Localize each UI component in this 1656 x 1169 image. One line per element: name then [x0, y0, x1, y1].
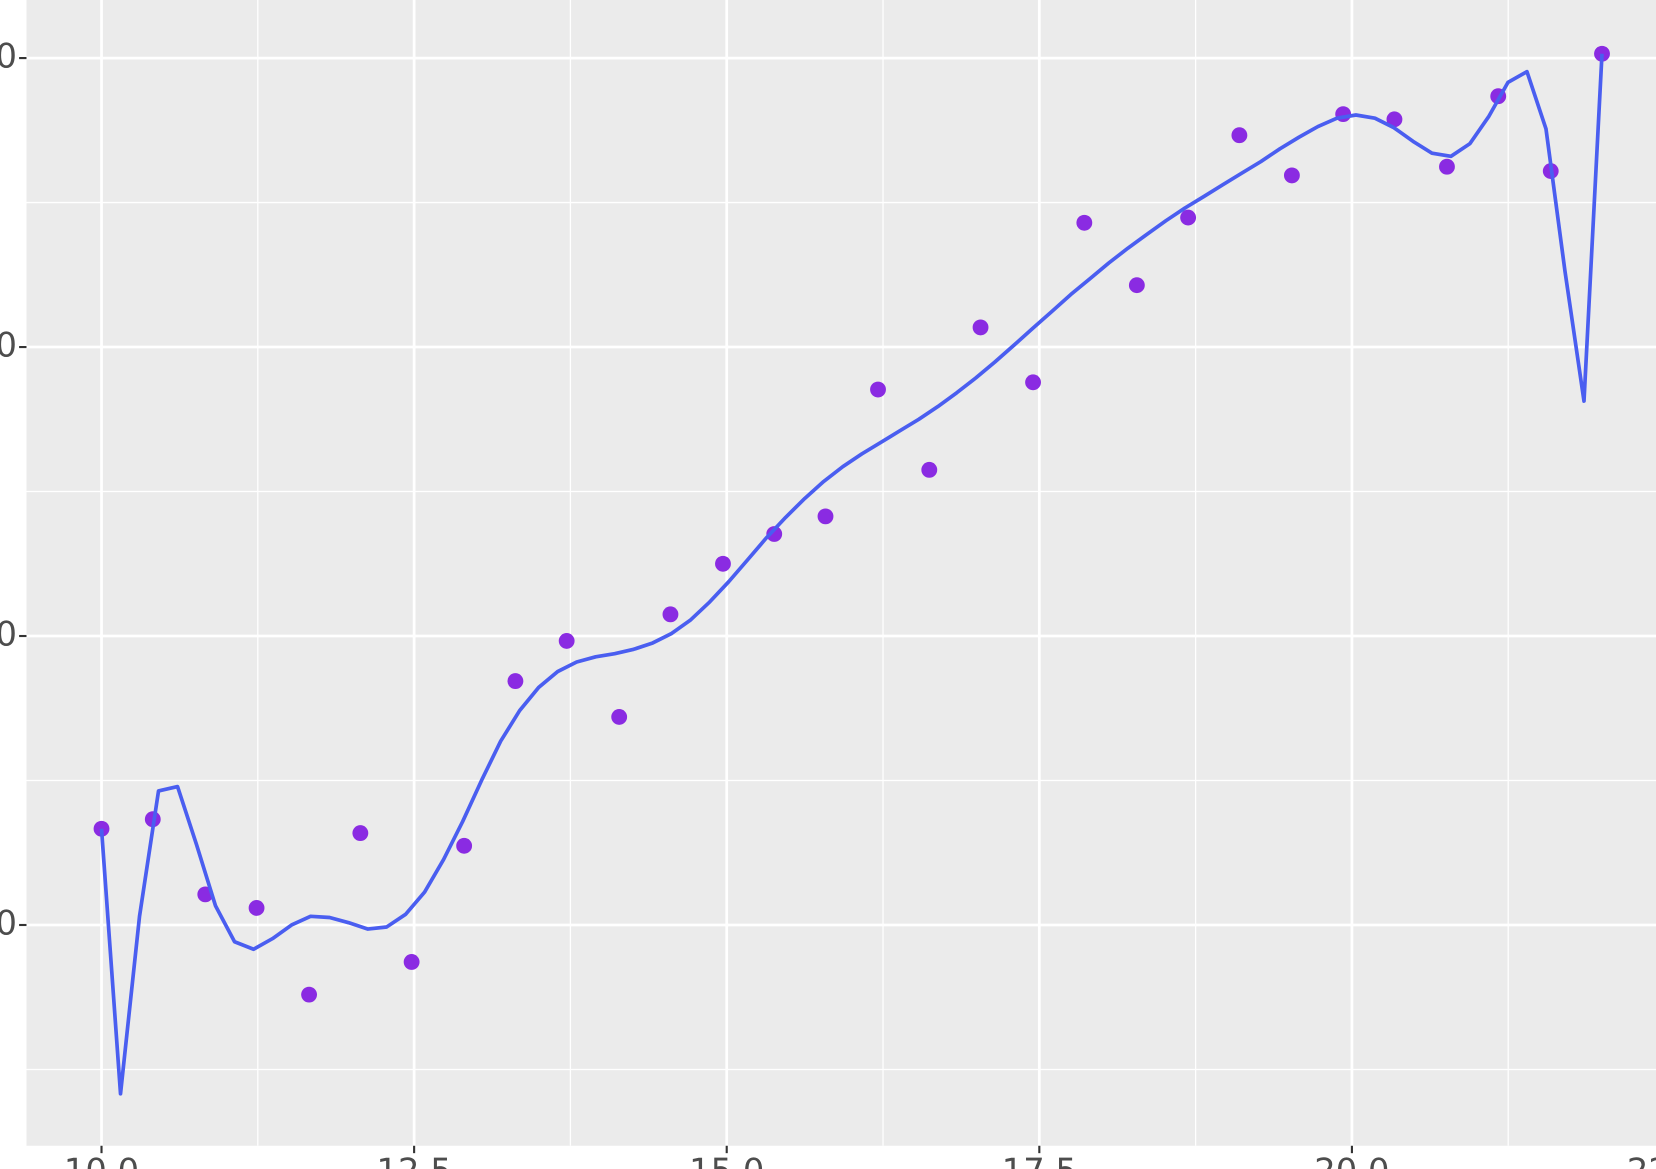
point: [1076, 214, 1093, 231]
y-tick-label: 40: [0, 37, 17, 76]
y-tick-label: 20: [0, 615, 17, 654]
point: [1439, 158, 1455, 175]
point: [817, 508, 834, 525]
x-tick-label: 22.5: [1627, 1152, 1656, 1169]
point: [558, 633, 575, 649]
x-tick-label: 12.5: [377, 1152, 452, 1169]
point: [1180, 209, 1197, 226]
point: [1128, 277, 1145, 294]
point: [1283, 167, 1300, 184]
point: [507, 673, 524, 690]
y-tick-label: 30: [0, 326, 17, 365]
point: [1025, 374, 1041, 391]
point: [972, 319, 989, 336]
point: [1231, 127, 1248, 144]
point: [662, 606, 679, 623]
fit-line: [99, 53, 1604, 1096]
point: [352, 825, 369, 842]
point: [715, 555, 731, 572]
panel-background: [26, 0, 1656, 1146]
point: [766, 526, 783, 542]
point: [611, 709, 628, 725]
point: [921, 461, 938, 478]
point: [301, 986, 318, 1003]
point: [403, 954, 420, 970]
point: [93, 820, 110, 837]
point: [870, 381, 886, 398]
x-tick-label: 17.5: [1002, 1152, 1077, 1169]
y-tick-label: 10: [0, 903, 17, 942]
x-tick-label: 15.0: [689, 1152, 764, 1169]
point: [248, 900, 265, 916]
x-tick-label: 10.0: [64, 1152, 139, 1169]
x-tick-label: 20.0: [1314, 1152, 1389, 1169]
point: [456, 837, 473, 854]
point: [1386, 111, 1403, 128]
